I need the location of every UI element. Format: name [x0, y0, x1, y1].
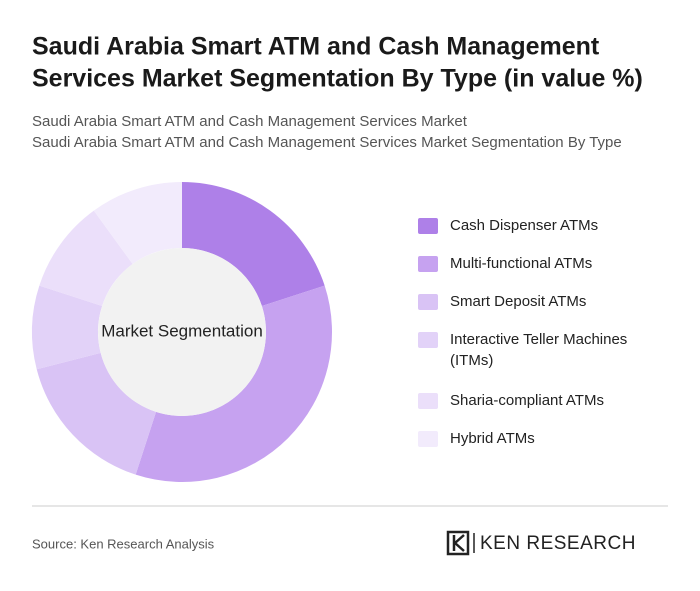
donut-segment: [36, 352, 157, 475]
legend-label: Sharia-compliant ATMs: [450, 392, 604, 409]
donut-segment: [93, 182, 182, 265]
donut-segment: [135, 285, 333, 483]
legend-swatch: [418, 431, 438, 447]
legend-swatch: [418, 332, 438, 348]
center-label: Market Segmentation: [101, 321, 263, 340]
donut-segment: [32, 285, 103, 370]
legend-label: Hybrid ATMs: [450, 430, 535, 447]
chart-title: Saudi Arabia Smart ATM and Cash Manageme…: [32, 33, 600, 61]
legend-swatch: [418, 218, 438, 234]
chart-subtitle: Saudi Arabia Smart ATM and Cash Manageme…: [32, 113, 468, 130]
legend-swatch: [418, 256, 438, 272]
donut-center: [98, 248, 266, 416]
donut-segment: [182, 182, 325, 307]
chart-title: Services Market Segmentation By Type (in…: [32, 65, 643, 93]
legend-label: (ITMs): [450, 352, 493, 369]
donut-segment: [39, 210, 133, 307]
chart-subtitle: Saudi Arabia Smart ATM and Cash Manageme…: [32, 134, 622, 151]
legend-swatch: [418, 393, 438, 409]
legend-label: Interactive Teller Machines: [450, 331, 627, 348]
logo-text: KEN RESEARCH: [480, 533, 636, 554]
legend-label: Multi-functional ATMs: [450, 255, 592, 272]
legend-swatch: [418, 294, 438, 310]
source: Source: Ken Research Analysis: [32, 536, 215, 551]
legend-label: Smart Deposit ATMs: [450, 293, 586, 310]
legend-label: Cash Dispenser ATMs: [450, 217, 598, 234]
logo-icon: [446, 530, 475, 556]
